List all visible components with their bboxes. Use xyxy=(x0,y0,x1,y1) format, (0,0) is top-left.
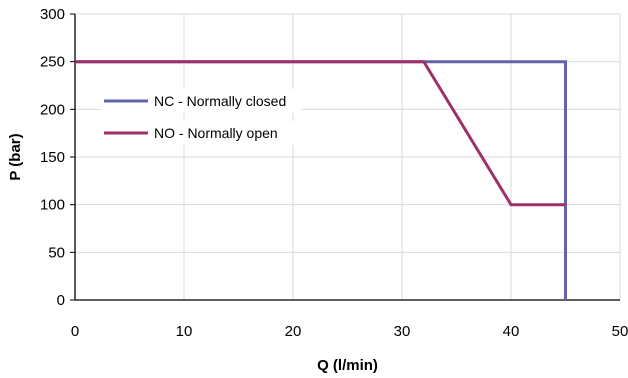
grid xyxy=(75,13,621,300)
legend-label: NO - Normally open xyxy=(154,125,278,141)
x-tick-label: 50 xyxy=(612,323,628,340)
x-tick-label: 20 xyxy=(285,323,302,340)
series-line-no xyxy=(75,60,566,207)
y-tick-label: 50 xyxy=(48,244,65,261)
series-lines xyxy=(75,60,567,300)
y-tick-label: 300 xyxy=(40,6,65,23)
y-tick-label: 150 xyxy=(40,149,65,166)
y-axis-title: P (bar) xyxy=(7,133,24,180)
y-tick-label: 200 xyxy=(40,101,65,118)
x-tick-label: 10 xyxy=(176,323,193,340)
y-tick-label: 250 xyxy=(40,54,65,71)
x-axis-title: Q (l/min) xyxy=(317,357,378,374)
x-tick-label: 30 xyxy=(394,323,411,340)
x-tick-label: 0 xyxy=(71,323,79,340)
y-tick-label: 0 xyxy=(57,292,65,309)
legend-label: NC - Normally closed xyxy=(154,93,286,109)
x-tick-label: 40 xyxy=(503,323,520,340)
y-tick-label: 100 xyxy=(40,197,65,214)
tick-labels: 0 50 100 150 200 250 300 0 10 20 30 40 50 xyxy=(40,6,628,340)
legend: NC - Normally closed NO - Normally open xyxy=(101,89,301,145)
